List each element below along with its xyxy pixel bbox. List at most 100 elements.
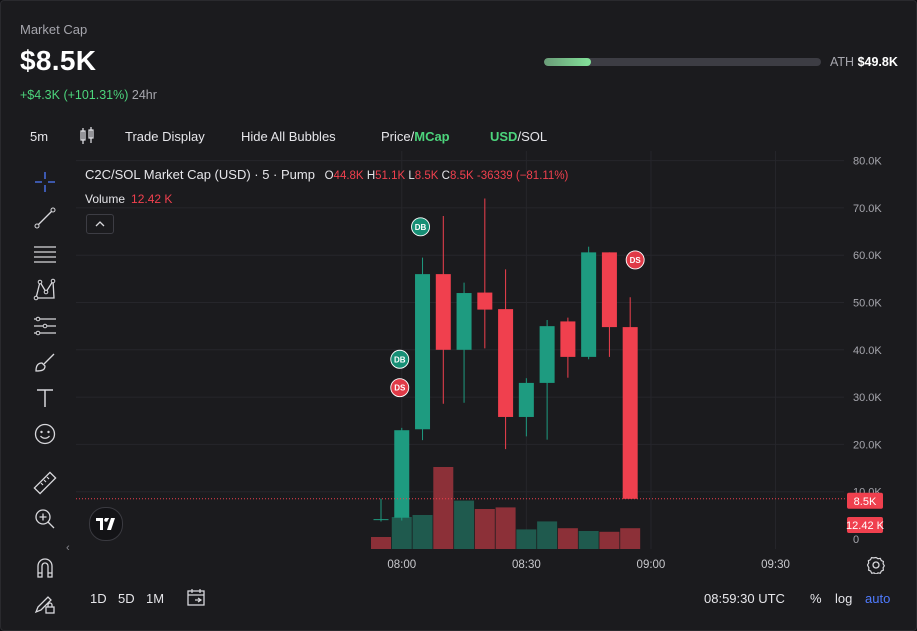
- candle-body: [456, 293, 472, 350]
- range-5d-button[interactable]: 5D: [118, 591, 135, 606]
- volume-bar: [578, 531, 599, 549]
- low-label: L: [408, 170, 415, 182]
- volume-bar: [557, 528, 578, 549]
- zoom-in-icon[interactable]: [32, 506, 58, 532]
- bubble-marker: [411, 217, 430, 237]
- lock-pencil-icon[interactable]: [32, 591, 58, 617]
- range-1d-button[interactable]: 1D: [90, 591, 107, 606]
- x-axis: 08:00 08:30 09:00 09:30: [387, 559, 790, 571]
- ath-value: $49.8K: [857, 55, 898, 69]
- bubble-label: DB: [394, 355, 406, 364]
- utc-time[interactable]: 08:59:30 UTC: [704, 591, 785, 606]
- x-tick-label: 09:00: [637, 559, 666, 571]
- bubble-marker: [390, 349, 410, 369]
- brush-icon[interactable]: [32, 349, 58, 375]
- volume-bar: [474, 509, 495, 549]
- calendar-icon[interactable]: [186, 587, 206, 610]
- y-tick-label: 70.0K: [853, 203, 882, 215]
- candle-body: [477, 292, 493, 310]
- volume-bar: [433, 467, 454, 549]
- trade-bubbles: DB DB DS DS: [390, 217, 645, 398]
- market-cap-change: +$4.3K (+101.31%) 24hr: [20, 88, 157, 102]
- usd-sol-toggle[interactable]: USD/SOL: [490, 129, 547, 144]
- candle-body: [560, 321, 576, 357]
- mcap-label: MCap: [414, 129, 450, 144]
- legend-title: C2C/SOL Market Cap (USD) · 5 · Pump: [85, 167, 315, 182]
- y-tick-label: 20.0K: [853, 439, 882, 451]
- volume-bar: [454, 500, 475, 549]
- market-cap-label: Market Cap: [20, 22, 88, 37]
- ath-label: ATH $49.8K: [830, 55, 898, 69]
- y-tick-label: 80.0K: [853, 156, 882, 168]
- x-tick-label: 09:30: [761, 559, 790, 571]
- volume-bar: [495, 507, 516, 549]
- open-value: 44.8K: [333, 170, 364, 182]
- horizontal-lines-icon[interactable]: [32, 241, 58, 267]
- change-period: 24hr: [131, 88, 157, 102]
- current-price-tag-bg: [847, 492, 883, 509]
- price-label: Price/: [381, 129, 415, 144]
- ath-progress-fill: [544, 58, 592, 66]
- candle-body: [539, 326, 555, 383]
- low-value: 8.5K: [414, 170, 439, 182]
- price-mcap-toggle[interactable]: Price/MCap: [381, 129, 450, 144]
- volume-bar: [371, 537, 391, 549]
- hide-bubbles-button[interactable]: Hide All Bubbles: [241, 129, 336, 144]
- ohlc-values: O44.8K H51.1K L8.5K C8.5K -36339 (−81.11…: [325, 170, 569, 182]
- candle-body: [581, 252, 597, 357]
- trade-display-button[interactable]: Trade Display: [125, 129, 205, 144]
- trendline-icon[interactable]: [32, 205, 58, 231]
- y-tick-label: 30.0K: [853, 392, 882, 404]
- volume-bar: [599, 531, 620, 549]
- candle-body: [601, 252, 617, 328]
- candle-body: [518, 382, 534, 417]
- auto-toggle[interactable]: auto: [865, 591, 891, 606]
- ath-label-text: ATH: [830, 55, 855, 69]
- close-value: 8.5K: [449, 170, 474, 182]
- candles-icon[interactable]: [79, 126, 95, 149]
- percent-toggle[interactable]: %: [810, 591, 822, 606]
- volume-bar: [620, 528, 641, 549]
- candle-body: [373, 519, 389, 521]
- tradingview-logo[interactable]: [89, 507, 123, 541]
- collapse-sidebar-icon[interactable]: ‹: [66, 542, 70, 554]
- ruler-icon[interactable]: [32, 470, 58, 496]
- collapse-legend-button[interactable]: [86, 214, 114, 234]
- bubble-label: DS: [630, 256, 642, 265]
- fib-icon[interactable]: [32, 313, 58, 339]
- chart-legend: C2C/SOL Market Cap (USD) · 5 · Pump O44.…: [85, 167, 568, 182]
- candle-body: [415, 274, 431, 430]
- range-1m-button[interactable]: 1M: [146, 591, 165, 606]
- x-tick-label: 08:00: [387, 559, 416, 571]
- bubble-label: DB: [415, 223, 427, 232]
- pattern-icon[interactable]: [32, 277, 58, 303]
- high-value: 51.1K: [375, 170, 406, 182]
- log-toggle[interactable]: log: [835, 591, 853, 606]
- y-tick-label: 0: [853, 534, 859, 546]
- interval-button[interactable]: 5m: [30, 129, 49, 144]
- candle-body: [435, 274, 451, 350]
- y-tick-label: 50.0K: [853, 298, 882, 310]
- volume-bar: [391, 517, 412, 549]
- text-icon[interactable]: [32, 385, 58, 411]
- close-label: C: [441, 170, 450, 182]
- bubble-marker: [625, 250, 645, 270]
- settings-icon[interactable]: [866, 556, 885, 577]
- volume-bars: [371, 467, 641, 549]
- volume-bar: [537, 521, 558, 549]
- crosshair-icon[interactable]: [32, 169, 58, 195]
- price-tags: 8.5K 12.42 K: [76, 492, 885, 533]
- change-value-legend: -36339 (−81.11%): [476, 170, 569, 182]
- emoji-icon[interactable]: [32, 421, 58, 447]
- current-price-tag: 8.5K: [854, 496, 877, 508]
- ath-progress-bar: [544, 58, 821, 66]
- magnet-icon[interactable]: [32, 555, 58, 581]
- bubble-label: DS: [394, 384, 406, 393]
- current-volume-tag-bg: [847, 517, 883, 533]
- y-tick-label: 60.0K: [853, 250, 882, 262]
- volume-label: Volume: [85, 192, 126, 206]
- y-axis: 010.0K20.0K30.0K40.0K50.0K60.0K70.0K80.0…: [853, 156, 882, 546]
- market-cap-value: $8.5K: [20, 45, 97, 76]
